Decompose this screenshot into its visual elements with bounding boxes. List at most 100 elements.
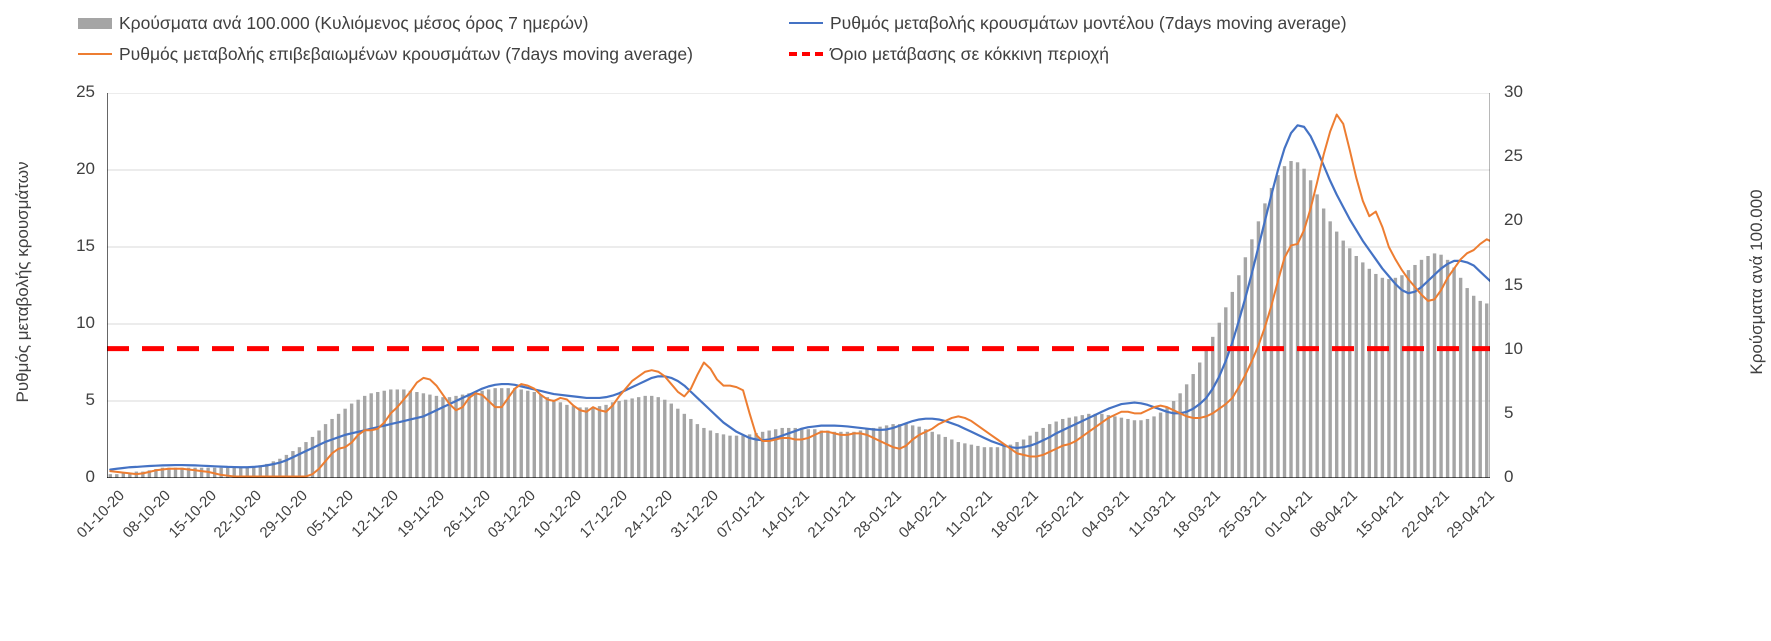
legend-item-cases-per-100k[interactable]: Κρούσματα ανά 100.000 (Κυλιόμενος μέσος … <box>78 10 588 36</box>
bar <box>310 436 315 478</box>
bar <box>1295 162 1300 478</box>
bar <box>884 425 889 478</box>
legend-item-confirmed-change-rate[interactable]: Ρυθμός μεταβολής επιβεβαιωμένων κρουσμάτ… <box>78 41 693 67</box>
legend-label-confirmed-change-rate: Ρυθμός μεταβολής επιβεβαιωμένων κρουσμάτ… <box>119 43 693 64</box>
bar <box>734 435 739 478</box>
y-tick-label-left: 20 <box>76 159 95 178</box>
bar <box>317 430 321 478</box>
bar <box>793 427 797 478</box>
bar <box>1021 439 1026 478</box>
bar <box>1132 420 1137 478</box>
bar <box>617 401 621 478</box>
bar <box>636 397 641 478</box>
bar <box>1276 175 1280 478</box>
bar <box>1328 221 1332 478</box>
bar <box>584 407 589 478</box>
bar <box>917 426 921 478</box>
bar <box>356 399 360 478</box>
bar <box>1158 412 1163 478</box>
bar <box>1393 277 1398 478</box>
bar <box>682 413 687 478</box>
bar <box>1217 322 1221 478</box>
bar <box>428 394 432 478</box>
bar <box>943 436 947 478</box>
bar <box>676 408 680 478</box>
bar <box>526 390 530 478</box>
bar <box>402 389 406 478</box>
bar <box>702 427 706 478</box>
legend-item-model-change-rate[interactable]: Ρυθμός μεταβολής κρουσμάτων μοντέλου (7d… <box>789 10 1347 36</box>
bar <box>258 465 263 478</box>
bar <box>1354 255 1358 478</box>
bar <box>610 402 615 478</box>
bar <box>813 429 817 478</box>
bar <box>225 467 230 478</box>
bar <box>1165 407 1169 478</box>
bar <box>115 474 119 478</box>
bar <box>1269 187 1274 478</box>
bar <box>741 435 745 478</box>
bar <box>167 467 171 478</box>
bar <box>1126 418 1130 478</box>
bar <box>1485 303 1489 478</box>
bar <box>852 431 856 478</box>
bar <box>1034 431 1039 478</box>
bar <box>1002 445 1006 478</box>
bar <box>1465 288 1469 478</box>
bar <box>147 470 152 478</box>
bar <box>480 390 484 478</box>
bar <box>1061 418 1065 478</box>
bar <box>787 427 791 478</box>
bar <box>506 388 510 478</box>
bar <box>800 427 804 478</box>
bar <box>1361 262 1365 478</box>
bar <box>1302 168 1306 478</box>
bar <box>956 442 961 478</box>
bar <box>545 397 550 478</box>
bar <box>252 466 256 478</box>
bar <box>1452 267 1456 478</box>
bar <box>604 404 608 478</box>
bar <box>910 425 915 478</box>
bar <box>1119 417 1124 478</box>
bar <box>128 472 132 478</box>
bar <box>1171 401 1176 478</box>
bar <box>1341 240 1345 478</box>
bar <box>1334 231 1339 478</box>
bar <box>858 430 863 478</box>
bar <box>1087 413 1091 478</box>
bar <box>930 431 934 478</box>
bar <box>630 398 634 478</box>
bar <box>1204 349 1208 478</box>
bar <box>552 399 556 478</box>
bar <box>1387 279 1391 478</box>
bar <box>193 467 197 478</box>
gridlines <box>107 93 1490 402</box>
bar <box>304 442 308 478</box>
bar <box>389 389 393 478</box>
bar-swatch-gray-icon <box>78 17 112 29</box>
bar <box>754 433 758 478</box>
bar <box>1321 208 1326 478</box>
bar <box>336 413 341 478</box>
bar <box>395 389 399 478</box>
bar <box>747 434 752 478</box>
bar <box>865 429 869 478</box>
legend-item-red-zone-threshold[interactable]: Όριο μετάβασης σε κόκκινη περιοχή <box>789 41 1109 67</box>
bar <box>1015 442 1019 478</box>
bar <box>1445 259 1450 478</box>
bar <box>969 444 974 478</box>
line-series-confirmed-change-rate <box>109 113 1490 478</box>
y-tick-label-left: 25 <box>76 82 95 101</box>
bar <box>689 418 693 478</box>
bar <box>486 389 491 478</box>
bar <box>976 445 980 478</box>
bar <box>499 388 504 478</box>
bar <box>578 407 582 478</box>
bar <box>728 435 732 478</box>
bar <box>121 472 126 478</box>
bar <box>434 395 439 478</box>
bar <box>806 429 810 478</box>
bar <box>1184 384 1189 478</box>
y-tick-label-left: 5 <box>85 390 95 409</box>
